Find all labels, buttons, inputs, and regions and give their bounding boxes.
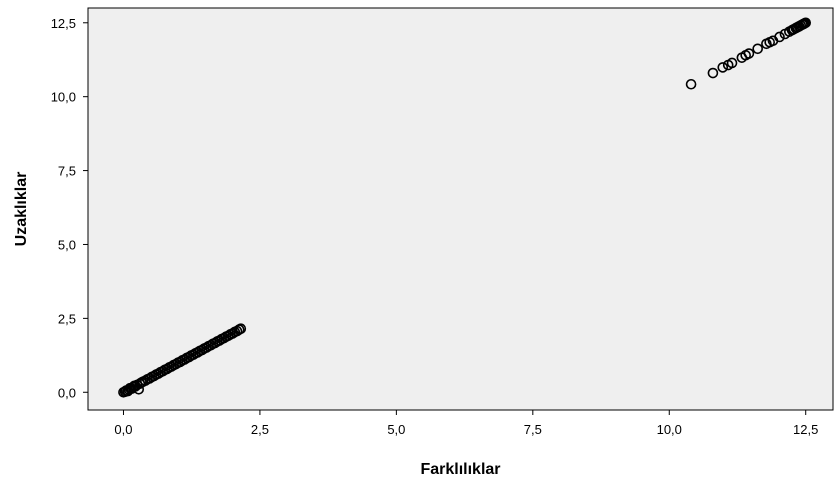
data-point xyxy=(752,43,763,55)
y-axis: 0,0 2,5 5,0 7,5 10,0 12,5 xyxy=(51,16,88,400)
x-tick-label: 12,5 xyxy=(793,422,818,437)
data-point xyxy=(774,31,785,43)
y-tick-label: 10,0 xyxy=(51,90,76,105)
x-axis-title: Farklılıklar xyxy=(420,461,500,478)
x-tick-label: 7,5 xyxy=(524,422,542,437)
data-point xyxy=(726,57,738,69)
data-point xyxy=(235,323,247,335)
data-point xyxy=(717,62,729,73)
data-point xyxy=(685,78,697,90)
data-point xyxy=(133,384,145,395)
x-axis: 0,0 2,5 5,0 7,5 10,0 12,5 xyxy=(114,410,818,437)
y-tick-label: 2,5 xyxy=(58,311,76,326)
data-point xyxy=(800,17,812,29)
data-point xyxy=(707,67,719,79)
y-tick-label: 5,0 xyxy=(58,237,76,252)
x-tick-label: 5,0 xyxy=(387,422,405,437)
y-tick-label: 7,5 xyxy=(58,164,76,179)
y-tick-label: 0,0 xyxy=(58,385,76,400)
x-tick-label: 0,0 xyxy=(114,422,132,437)
y-axis-title: Uzaklıklar xyxy=(13,172,30,247)
x-tick-label: 10,0 xyxy=(657,422,682,437)
y-tick-label: 12,5 xyxy=(51,16,76,31)
x-tick-label: 2,5 xyxy=(251,422,269,437)
data-point xyxy=(743,48,755,59)
data-points xyxy=(118,17,812,398)
